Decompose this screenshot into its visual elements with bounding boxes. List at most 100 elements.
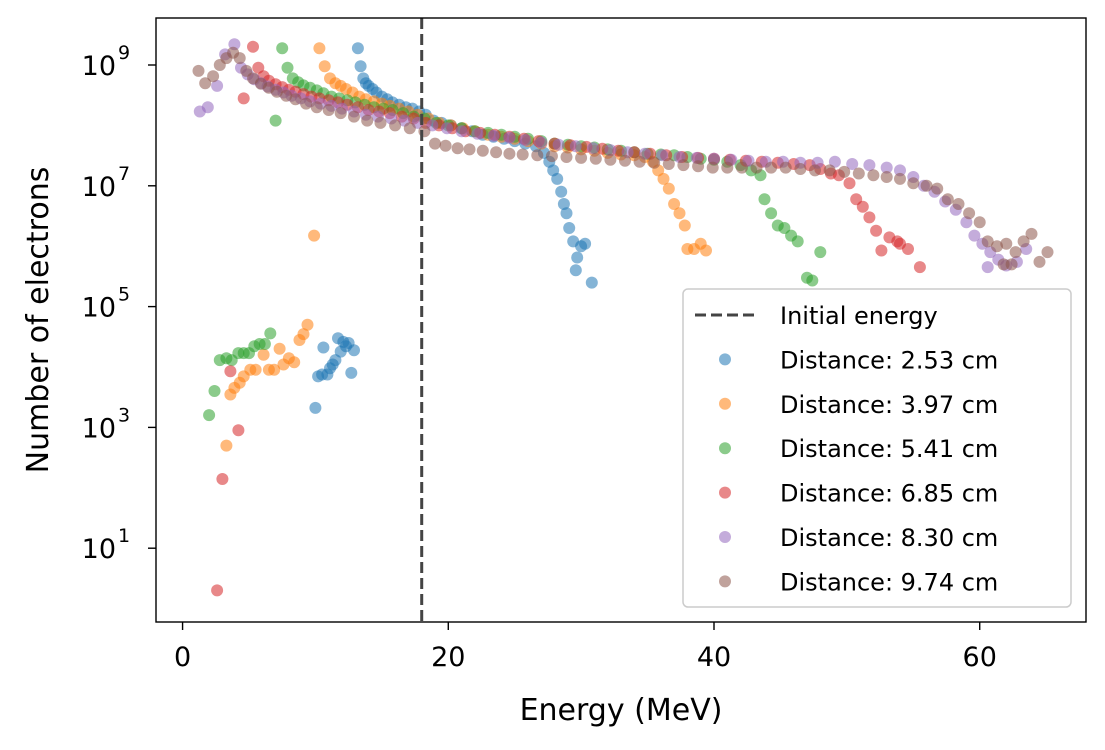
x-tick-label: 60 xyxy=(963,642,997,673)
data-point xyxy=(476,144,489,157)
data-point xyxy=(1009,246,1022,259)
data-point xyxy=(809,164,821,177)
data-point xyxy=(981,235,994,248)
legend-marker xyxy=(719,397,731,410)
data-point xyxy=(463,143,476,156)
legend-item: Distance: 8.30 cm xyxy=(719,524,998,552)
data-point xyxy=(552,138,565,151)
legend: Initial energy Distance: 2.53 cm Distance:… xyxy=(682,288,1072,608)
data-point xyxy=(301,318,314,331)
plot-frame xyxy=(155,17,1087,623)
data-point xyxy=(604,153,617,166)
data-point xyxy=(589,152,602,165)
data-point xyxy=(575,151,588,164)
data-point xyxy=(894,164,906,177)
data-point xyxy=(308,229,321,242)
data-point xyxy=(345,366,358,379)
data-point xyxy=(991,240,1003,253)
y-axis-label: Number of electrons xyxy=(21,167,56,474)
data-point xyxy=(981,261,994,274)
data-point xyxy=(519,134,532,147)
data-point xyxy=(560,151,573,163)
data-point xyxy=(247,40,259,53)
data-point xyxy=(551,172,564,185)
legend-label: Distance: 8.30 cm xyxy=(780,524,998,552)
data-point xyxy=(569,140,582,153)
legend-item: Distance: 5.41 cm xyxy=(719,435,998,463)
legend-box xyxy=(682,288,1072,608)
data-point xyxy=(706,161,719,174)
data-point xyxy=(791,235,804,248)
legend-marker xyxy=(719,575,731,588)
data-point xyxy=(317,341,330,354)
data-point xyxy=(276,42,289,55)
data-point xyxy=(1017,235,1030,248)
data-point xyxy=(354,60,367,73)
data-point xyxy=(318,60,331,73)
series-6 xyxy=(192,46,1054,271)
data-point xyxy=(288,356,301,369)
data-point xyxy=(931,182,944,195)
data-point xyxy=(348,110,360,123)
data-point xyxy=(973,216,986,229)
legend-item: Distance: 2.53 cm xyxy=(719,346,998,374)
data-point xyxy=(648,156,661,169)
data-point xyxy=(211,79,224,92)
data-point xyxy=(852,167,865,180)
data-point xyxy=(870,224,883,237)
data-point xyxy=(920,179,933,192)
data-point xyxy=(843,177,856,190)
data-point xyxy=(389,119,402,132)
data-point xyxy=(894,237,906,250)
legend-label: Distance: 3.97 cm xyxy=(780,391,998,419)
y-tick-label: 10 xyxy=(82,534,116,565)
legend-label: Distance: 5.41 cm xyxy=(780,435,998,463)
data-point xyxy=(700,244,712,257)
legend-label: Distance: 6.85 cm xyxy=(780,480,998,508)
data-point xyxy=(192,64,205,77)
data-point xyxy=(201,101,214,114)
data-point xyxy=(322,104,335,116)
data-point xyxy=(875,244,888,257)
data-point xyxy=(516,148,529,161)
data-point xyxy=(963,207,976,220)
y-tick-label: 10 xyxy=(82,172,116,203)
y-tick-exponent: 3 xyxy=(118,404,130,426)
data-point xyxy=(211,584,224,597)
data-point xyxy=(281,61,294,74)
data-point xyxy=(268,363,281,376)
data-point xyxy=(348,344,360,357)
data-point xyxy=(545,150,558,163)
data-point xyxy=(199,77,212,90)
data-point xyxy=(677,159,690,172)
x-tick-label: 20 xyxy=(431,642,465,673)
data-point xyxy=(968,229,981,242)
data-point xyxy=(503,147,516,160)
data-point xyxy=(585,276,598,289)
data-point xyxy=(692,160,705,173)
data-point xyxy=(557,198,570,210)
data-point xyxy=(555,185,568,198)
data-point xyxy=(439,139,452,152)
data-point xyxy=(867,169,880,182)
data-point xyxy=(828,155,841,168)
legend-marker xyxy=(719,531,731,543)
data-point xyxy=(814,246,827,259)
data-point xyxy=(224,365,237,378)
legend-item: Distance: 6.85 cm xyxy=(719,480,998,508)
data-point xyxy=(952,198,965,210)
data-point xyxy=(297,328,310,341)
data-point xyxy=(471,127,484,140)
data-point xyxy=(863,159,876,172)
data-point xyxy=(880,161,893,174)
data-point xyxy=(894,172,906,185)
data-point xyxy=(750,161,763,174)
x-tick-label: 40 xyxy=(697,642,731,673)
data-point xyxy=(657,172,670,185)
y-tick-label: 10 xyxy=(82,413,116,444)
data-point xyxy=(264,327,277,340)
data-point xyxy=(418,125,431,138)
x-axis-label: Energy (MeV) xyxy=(520,693,723,728)
